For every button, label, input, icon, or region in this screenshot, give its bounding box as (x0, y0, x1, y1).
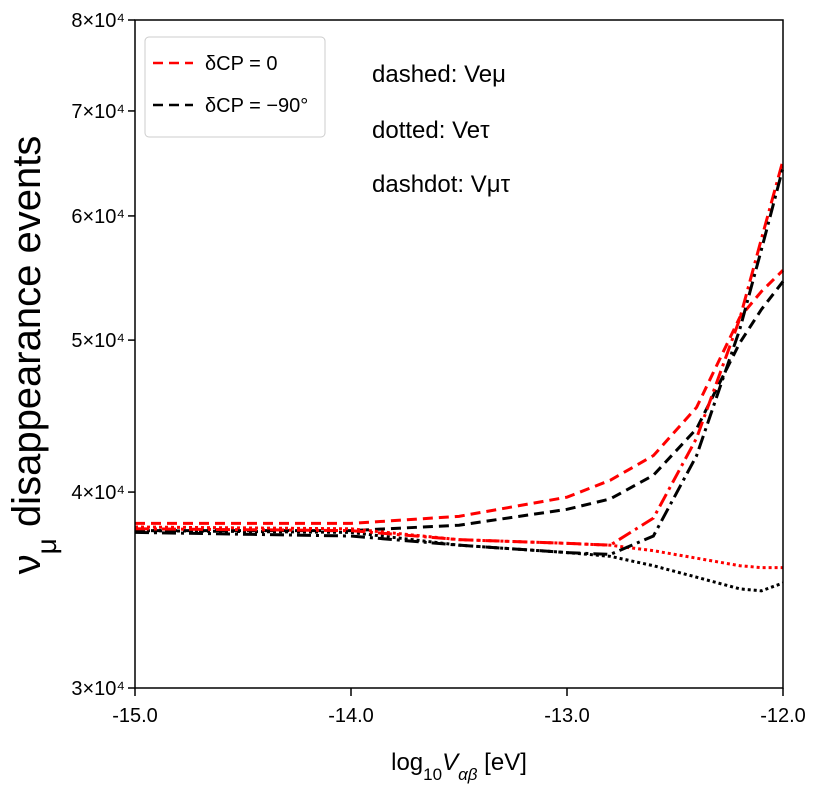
series-line (134, 525, 783, 570)
series-line (134, 159, 785, 547)
x-axis-label: log10Vαβ [eV] (391, 749, 527, 784)
y-label-part: ν (5, 554, 49, 574)
x-label-part: 10 (423, 765, 442, 784)
annotation: dashed: Veμ (372, 61, 506, 88)
series-line (135, 269, 785, 525)
series-line (134, 529, 784, 593)
y-tick-label: 6×10⁴ (71, 206, 125, 228)
series-line (134, 167, 785, 556)
y-tick-label: 5×10⁴ (71, 330, 125, 352)
x-tick-label: -14.0 (328, 705, 374, 727)
legend-label: δCP = 0 (205, 53, 277, 75)
y-tick-label: 7×10⁴ (71, 101, 125, 123)
y-tick-label: 8×10⁴ (71, 10, 125, 32)
y-label-part: μ (31, 538, 62, 554)
y-label-part: disappearance events (5, 136, 49, 539)
x-tick-label: -13.0 (544, 705, 590, 727)
x-label-part: αβ (458, 765, 478, 784)
y-tick-label: 3×10⁴ (71, 678, 125, 700)
x-tick-label: -15.0 (112, 705, 158, 727)
plot-frame (134, 19, 784, 689)
x-label-part: [eV] (478, 749, 527, 776)
series-line (135, 280, 785, 533)
legend-label: δCP = −90° (205, 95, 308, 117)
y-axis-label: νμ disappearance events (5, 136, 62, 575)
annotation: dotted: Veτ (372, 117, 490, 144)
y-tick-label: 4×10⁴ (71, 482, 125, 504)
x-tick-label: -12.0 (760, 705, 806, 727)
x-label-part: log (391, 749, 423, 776)
legend-box (144, 36, 326, 138)
annotation: dashdot: Vμτ (372, 171, 511, 198)
x-label-part: V (442, 749, 460, 776)
